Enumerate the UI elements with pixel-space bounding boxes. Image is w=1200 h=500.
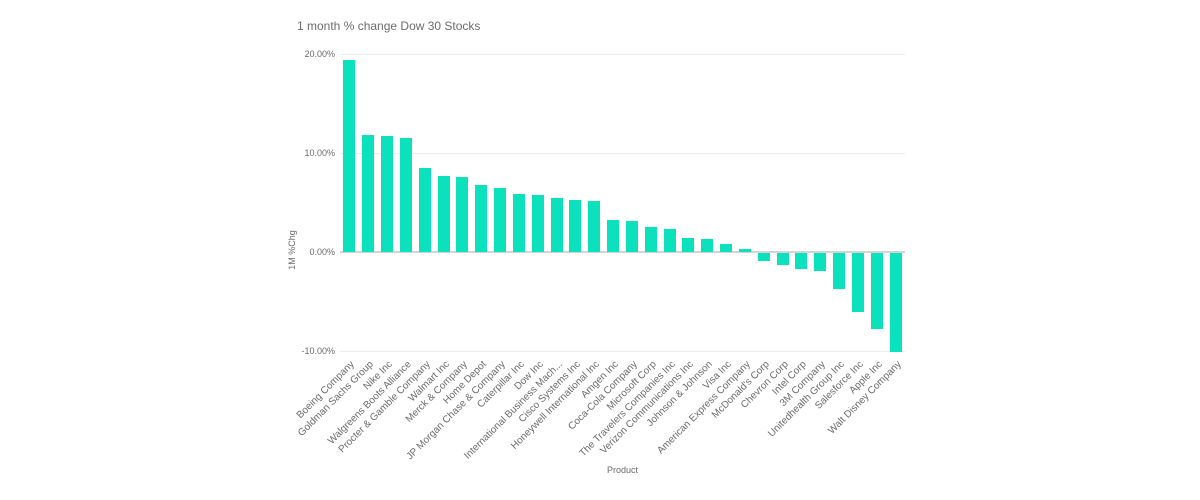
bar[interactable] [757,253,770,261]
bar[interactable] [738,249,751,252]
bar[interactable] [889,253,902,352]
bar[interactable] [550,197,563,252]
bar[interactable] [663,229,676,252]
bar[interactable] [512,193,525,252]
bar[interactable] [720,244,733,252]
bar[interactable] [494,187,507,252]
gridline [340,351,905,352]
bar[interactable] [588,200,601,252]
bar[interactable] [399,138,412,252]
bar[interactable] [776,253,789,265]
bar[interactable] [795,253,808,269]
bar[interactable] [531,194,544,252]
bar[interactable] [437,175,450,252]
y-tick-label: 10.00% [304,148,335,158]
y-tick-label: 20.00% [304,49,335,59]
x-axis-title: Product [606,465,639,475]
bar[interactable] [362,135,375,252]
bar[interactable] [607,220,620,252]
bar[interactable] [682,238,695,252]
chart-title: 1 month % change Dow 30 Stocks [297,19,481,33]
y-axis-title: 1M %Chg [286,230,297,270]
gridline [340,153,905,154]
bar[interactable] [833,253,846,289]
bar[interactable] [701,239,714,252]
zero-axis-line [340,251,905,253]
bar[interactable] [381,136,394,252]
gridline [340,54,905,55]
bar[interactable] [870,253,883,330]
bar[interactable] [851,253,864,313]
bar[interactable] [343,59,356,252]
bar[interactable] [569,199,582,252]
plot-area [340,45,905,355]
bar[interactable] [625,221,638,252]
y-tick-label: -10.00% [301,346,335,356]
bar[interactable] [644,227,657,252]
x-tick-label: Boeing Company [295,359,358,422]
bar[interactable] [456,176,469,252]
bar[interactable] [475,184,488,252]
bar[interactable] [418,167,431,252]
bar[interactable] [814,253,827,271]
